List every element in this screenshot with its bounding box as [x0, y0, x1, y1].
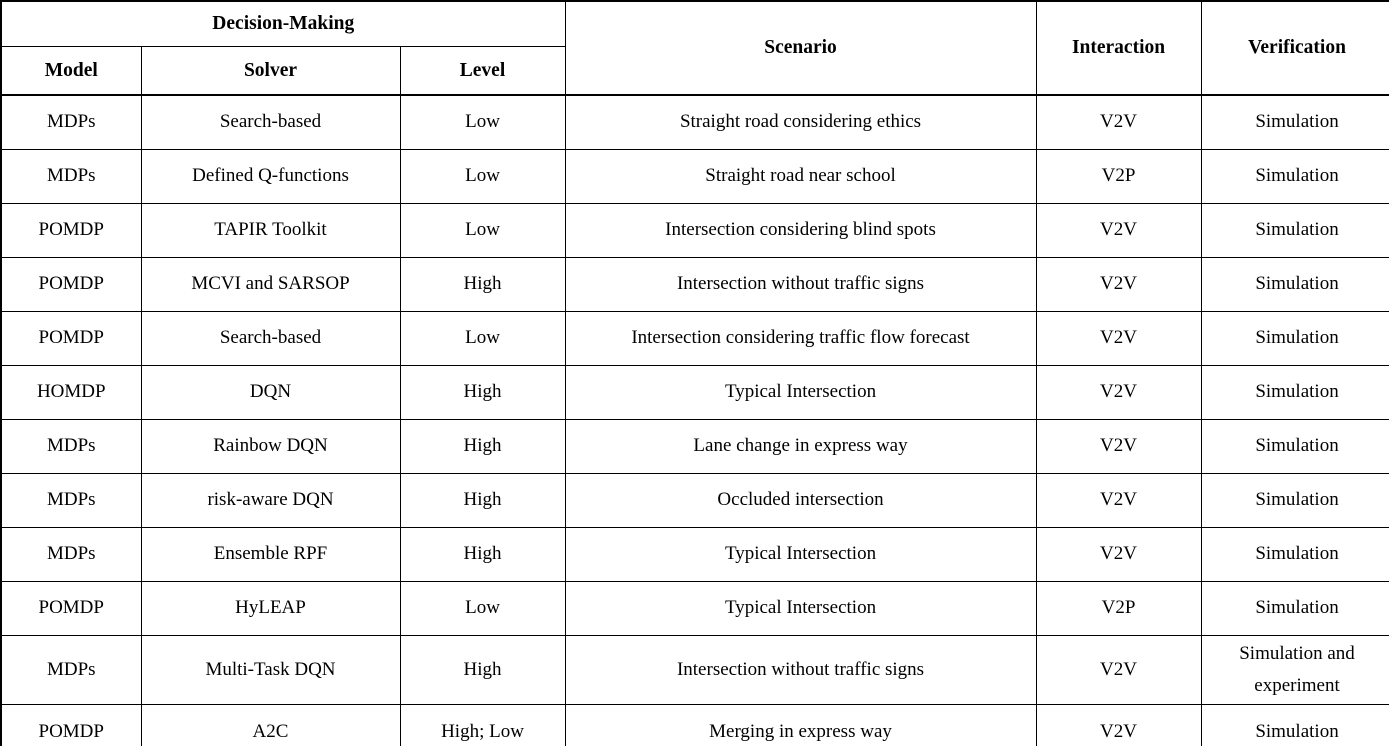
cell-model: HOMDP: [0, 364, 142, 420]
cell-interaction: V2V: [1035, 310, 1202, 366]
column-header-scenario: Scenario: [564, 0, 1037, 96]
cell-solver: Ensemble RPF: [140, 526, 401, 582]
cell-model: MDPs: [0, 634, 142, 706]
header-group-row: Decision-Making Scenario Interaction Ver…: [0, 0, 1389, 96]
cell-verification: Simulation: [1200, 472, 1389, 528]
cell-verification: Simulation: [1200, 202, 1389, 258]
cell-interaction: V2V: [1035, 472, 1202, 528]
cell-scenario: Straight road considering ethics: [564, 94, 1037, 150]
table-body: MDPs Search-based Low Straight road cons…: [0, 94, 1389, 746]
cell-verification: Simulation: [1200, 418, 1389, 474]
table-row: MDPs Multi-Task DQN High Intersection wi…: [0, 634, 1389, 706]
table-row: MDPs Search-based Low Straight road cons…: [0, 94, 1389, 150]
table-row: POMDP MCVI and SARSOP High Intersection …: [0, 256, 1389, 312]
column-group-decision-making: Decision-Making: [0, 0, 566, 47]
cell-solver: MCVI and SARSOP: [140, 256, 401, 312]
cell-model: MDPs: [0, 148, 142, 204]
cell-verification: Simulation: [1200, 256, 1389, 312]
cell-scenario: Typical Intersection: [564, 580, 1037, 636]
table-row: MDPs Ensemble RPF High Typical Intersect…: [0, 526, 1389, 582]
header-sub-row: Model Solver Level: [0, 46, 1389, 96]
table-header: Decision-Making Scenario Interaction Ver…: [0, 0, 1389, 96]
cell-verification: Simulation: [1200, 148, 1389, 204]
cell-level: Low: [399, 202, 566, 258]
cell-verification: Simulation: [1200, 364, 1389, 420]
table-row: MDPs Rainbow DQN High Lane change in exp…: [0, 418, 1389, 474]
cell-verification: Simulation: [1200, 526, 1389, 582]
cell-solver: Rainbow DQN: [140, 418, 401, 474]
table-row: POMDP Search-based Low Intersection cons…: [0, 310, 1389, 366]
cell-model: POMDP: [0, 310, 142, 366]
cell-verification: Simulation: [1200, 94, 1389, 150]
cell-interaction: V2V: [1035, 526, 1202, 582]
column-header-level: Level: [399, 46, 566, 96]
cell-solver: DQN: [140, 364, 401, 420]
cell-level: Low: [399, 94, 566, 150]
column-header-model: Model: [0, 46, 142, 96]
cell-interaction: V2P: [1035, 148, 1202, 204]
cell-interaction: V2V: [1035, 256, 1202, 312]
cell-verification: Simulation and experiment: [1200, 634, 1389, 706]
cell-interaction: V2V: [1035, 704, 1202, 746]
cell-level: Low: [399, 148, 566, 204]
cell-scenario: Occluded intersection: [564, 472, 1037, 528]
cell-verification: Simulation: [1200, 310, 1389, 366]
cell-interaction: V2V: [1035, 94, 1202, 150]
column-header-solver: Solver: [140, 46, 401, 96]
table-row: HOMDP DQN High Typical Intersection V2V …: [0, 364, 1389, 420]
cell-level: Low: [399, 310, 566, 366]
table-row: POMDP HyLEAP Low Typical Intersection V2…: [0, 580, 1389, 636]
cell-level: High: [399, 526, 566, 582]
table-row: MDPs risk-aware DQN High Occluded inters…: [0, 472, 1389, 528]
table-row: POMDP TAPIR Toolkit Low Intersection con…: [0, 202, 1389, 258]
cell-level: High: [399, 418, 566, 474]
cell-solver: Multi-Task DQN: [140, 634, 401, 706]
table-row: POMDP A2C High; Low Merging in express w…: [0, 704, 1389, 746]
cell-scenario: Merging in express way: [564, 704, 1037, 746]
cell-solver: Defined Q-functions: [140, 148, 401, 204]
cell-interaction: V2P: [1035, 580, 1202, 636]
cell-model: POMDP: [0, 704, 142, 746]
cell-model: POMDP: [0, 580, 142, 636]
cell-scenario: Intersection without traffic signs: [564, 634, 1037, 706]
cell-verification: Simulation: [1200, 580, 1389, 636]
cell-solver: Search-based: [140, 310, 401, 366]
cell-model: MDPs: [0, 418, 142, 474]
cell-level: High: [399, 256, 566, 312]
cell-model: MDPs: [0, 472, 142, 528]
cell-model: MDPs: [0, 94, 142, 150]
cell-verification: Simulation: [1200, 704, 1389, 746]
cell-scenario: Straight road near school: [564, 148, 1037, 204]
cell-model: MDPs: [0, 526, 142, 582]
cell-interaction: V2V: [1035, 364, 1202, 420]
cell-level: High: [399, 364, 566, 420]
cell-interaction: V2V: [1035, 418, 1202, 474]
cell-solver: A2C: [140, 704, 401, 746]
cell-solver: risk-aware DQN: [140, 472, 401, 528]
cell-solver: HyLEAP: [140, 580, 401, 636]
column-header-interaction: Interaction: [1035, 0, 1202, 96]
column-header-verification: Verification: [1200, 0, 1389, 96]
cell-model: POMDP: [0, 202, 142, 258]
cell-level: Low: [399, 580, 566, 636]
table-row: MDPs Defined Q-functions Low Straight ro…: [0, 148, 1389, 204]
cell-interaction: V2V: [1035, 202, 1202, 258]
cell-scenario: Typical Intersection: [564, 364, 1037, 420]
cell-scenario: Typical Intersection: [564, 526, 1037, 582]
cell-level: High: [399, 472, 566, 528]
cell-level: High: [399, 634, 566, 706]
cell-interaction: V2V: [1035, 634, 1202, 706]
cell-scenario: Intersection without traffic signs: [564, 256, 1037, 312]
cell-level: High; Low: [399, 704, 566, 746]
cell-scenario: Intersection considering blind spots: [564, 202, 1037, 258]
cell-scenario: Intersection considering traffic flow fo…: [564, 310, 1037, 366]
cell-solver: TAPIR Toolkit: [140, 202, 401, 258]
cell-solver: Search-based: [140, 94, 401, 150]
cell-model: POMDP: [0, 256, 142, 312]
cell-scenario: Lane change in express way: [564, 418, 1037, 474]
